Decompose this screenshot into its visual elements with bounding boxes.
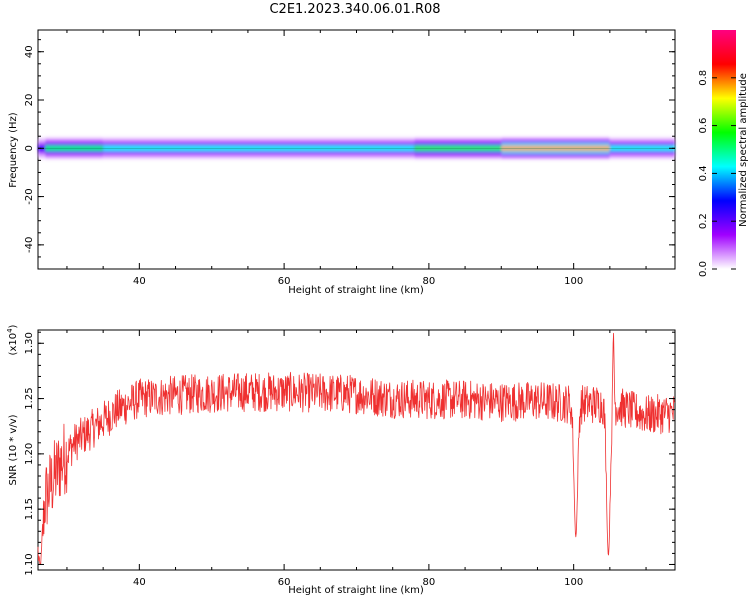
y-tick-label: 1.20 [24, 443, 35, 465]
snr-x-ticks: 40 60 80 100 [66, 330, 647, 588]
snr-y-ticks: 1.10 1.15 1.20 1.25 1.30 [24, 331, 675, 576]
x-tick-label: 60 [278, 577, 291, 588]
snr-y-label: SNR (10 * v/v) [8, 414, 19, 485]
spectrogram-x-label: Height of straight line (km) [288, 285, 424, 296]
spectrogram-y-label: Frequency (Hz) [8, 112, 19, 188]
colorbar: 0.0 0.2 0.4 0.6 0.8 Normalized spectral ampl… [698, 30, 749, 277]
x-tick-label: 40 [133, 276, 146, 287]
y-tick-label: -20 [24, 188, 35, 204]
y-tick-label: 1.25 [24, 387, 35, 409]
colorbar-tick-label: 0.6 [698, 118, 709, 134]
x-tick-label: 60 [278, 276, 291, 287]
y-tick-label: 20 [24, 94, 35, 107]
page-title: C2E1.2023.340.06.01.R08 [269, 2, 441, 17]
spectrogram-y-ticks: -40 -20 0 20 40 [24, 39, 675, 270]
x-tick-label: 80 [423, 276, 436, 287]
spectral-band [38, 138, 675, 158]
snr-x-label: Height of straight line (km) [288, 585, 424, 596]
x-tick-label: 100 [564, 276, 583, 287]
colorbar-ticks: 0.0 0.2 0.4 0.6 0.8 [698, 70, 736, 277]
colorbar-tick-label: 0.4 [698, 165, 709, 181]
y-tick-label: 1.10 [24, 553, 35, 575]
colorbar-gradient [712, 30, 736, 269]
y-tick-label: 1.30 [24, 332, 35, 354]
snr-y-multiplier: (x104) [6, 324, 19, 355]
colorbar-tick-label: 0.0 [698, 261, 709, 277]
y-tick-label: -40 [24, 237, 35, 253]
x-tick-label: 100 [564, 577, 583, 588]
spectrogram-x-ticks: 40 60 80 100 [66, 30, 647, 287]
snr-frame [37, 329, 676, 571]
snr-panel: 40 60 80 100 1.10 1.15 1.20 1.25 1.30 Height of… [6, 324, 676, 596]
y-tick-label: 1.15 [24, 498, 35, 520]
colorbar-label: Normalized spectral amplitude [738, 73, 749, 227]
y-tick-label: 40 [24, 45, 35, 58]
spectrogram-panel: 40 60 80 100 -40 -20 0 20 40 Height of straight… [8, 29, 676, 296]
colorbar-tick-label: 0.2 [698, 213, 709, 229]
x-tick-label: 80 [423, 577, 436, 588]
y-tick-label: 0 [24, 145, 35, 151]
x-tick-label: 40 [133, 577, 146, 588]
colorbar-tick-label: 0.8 [698, 70, 709, 86]
snr-series-line [37, 332, 676, 565]
